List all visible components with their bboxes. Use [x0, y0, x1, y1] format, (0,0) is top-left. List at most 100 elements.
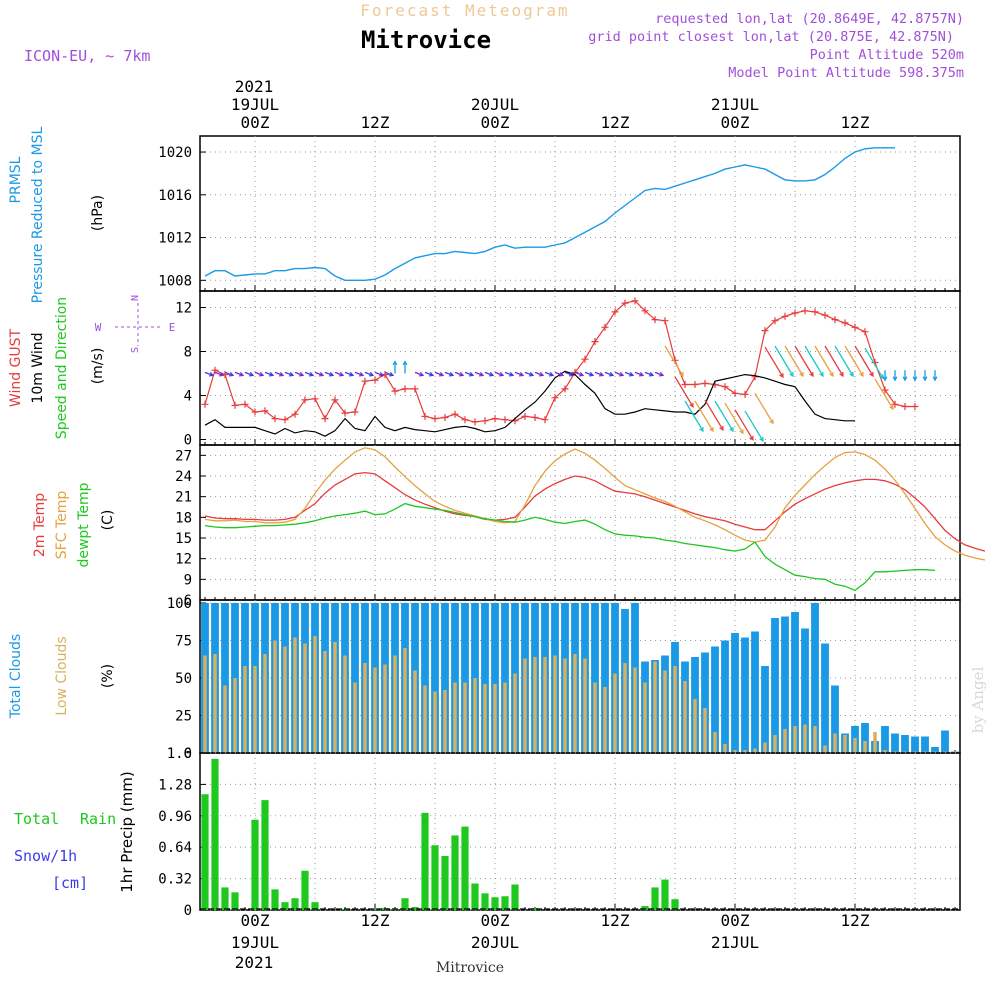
top-hour-label: 12Z: [361, 113, 390, 132]
wind-direction-arrow: [414, 371, 424, 377]
gust-marker: [401, 385, 409, 393]
sfc-temp-label: SFC Temp: [54, 491, 70, 560]
rain-bar: [671, 899, 679, 910]
y-tick-label: 1012: [158, 231, 192, 247]
y-tick-label: 1008: [158, 273, 192, 289]
wind-arrow-head: [912, 376, 918, 382]
wind-direction-arrow: [224, 371, 234, 377]
total-cloud-bar: [351, 603, 359, 753]
gust-marker: [531, 414, 539, 421]
wind-direction-arrow: [854, 345, 874, 377]
y-tick-label: 4: [184, 389, 192, 405]
low-cloud-bar: [573, 654, 577, 753]
wind-arrow-head: [719, 425, 724, 431]
wind-arrow-head: [608, 371, 615, 377]
wind-direction-arrow: [494, 371, 504, 377]
total-cloud-bar: [431, 603, 439, 753]
total-cloud-bar: [781, 616, 789, 753]
wind-direction-arrow: [664, 345, 684, 377]
gust-marker: [801, 307, 809, 315]
wind-arrow-head: [218, 371, 225, 377]
wind-arrow-head: [839, 371, 844, 378]
rain-bar: [511, 884, 519, 910]
rain-bar: [441, 856, 449, 910]
gust-marker: [461, 416, 469, 424]
gust-marker: [521, 412, 529, 420]
wind-direction-arrow: [294, 371, 304, 377]
low-cloud-bar: [203, 655, 207, 753]
low-cloud-bar: [833, 733, 837, 753]
wind-arrow-head: [578, 371, 585, 377]
rain-bar: [431, 845, 439, 910]
y-tick-label: 12: [175, 552, 192, 568]
top-date-label: 19JUL: [231, 95, 279, 114]
wind-arrow-head: [729, 426, 734, 433]
low-cloud-bar: [353, 682, 357, 753]
low-cloud-bar: [563, 658, 567, 753]
y-tick-label: 1016: [158, 188, 192, 204]
wind-arrow-head: [518, 371, 525, 377]
wind-arrow-head: [208, 371, 215, 377]
low-cloud-bar: [293, 637, 297, 753]
wind-arrow-head: [438, 371, 445, 377]
total-cloud-bar: [801, 628, 809, 753]
total-cloud-bar: [731, 633, 739, 753]
wind-arrow-head: [508, 371, 515, 377]
gust-marker: [891, 400, 899, 408]
y-tick-label: 1020: [158, 145, 192, 161]
rain-bar: [201, 794, 209, 910]
wind-direction-arrow: [524, 371, 534, 377]
wind-arrow-head: [679, 371, 684, 378]
low-cloud-bar: [683, 681, 687, 753]
low-cloud-bar: [403, 648, 407, 753]
wind-arrow-head: [448, 371, 455, 377]
wind-arrow-head: [739, 429, 744, 435]
total-cloud-bar: [501, 603, 509, 753]
gust-marker: [561, 385, 569, 393]
low-cloud-bar: [473, 678, 477, 753]
total-cloud-bar: [441, 603, 449, 753]
wind-direction-arrow: [634, 371, 644, 377]
y-tick-label: 21: [175, 490, 192, 506]
wind-direction-arrow: [314, 371, 324, 377]
bottom-date-label: 20JUL: [471, 933, 519, 952]
low-cloud-bar: [613, 673, 617, 753]
rain-bar: [641, 906, 649, 910]
gust-marker: [901, 403, 909, 410]
temp-2m-line: [204, 471, 986, 552]
watermark: by Angel: [969, 666, 987, 733]
wind-direction-arrow: [334, 371, 344, 377]
rain-bar: [471, 883, 479, 910]
rain-bar: [451, 835, 459, 910]
low-cloud-bar: [713, 732, 717, 753]
low-cloud-bar: [443, 690, 447, 753]
low-cloud-bar: [873, 732, 877, 753]
wind-direction-arrow: [534, 371, 544, 377]
total-cloud-bar: [451, 603, 459, 753]
wind-arrow-head: [819, 371, 824, 378]
wind-arrow-head: [418, 371, 425, 377]
wind-arrow-head: [278, 371, 285, 377]
gust-marker: [341, 409, 349, 417]
gust-marker: [361, 377, 369, 385]
total-cloud-bar: [941, 730, 949, 753]
wind-arrow-head: [228, 371, 235, 377]
low-cloud-bar: [793, 726, 797, 753]
low-cloud-bar: [483, 684, 487, 753]
wind-arrow-head: [869, 371, 874, 378]
wind-direction-arrow: [874, 378, 894, 410]
low-cloud-bar: [523, 658, 527, 753]
wind-arrow-head: [268, 371, 275, 377]
wind-arrow-head: [288, 371, 295, 377]
gust-marker: [601, 323, 609, 331]
wind-arrow-head: [849, 371, 854, 378]
precip-rain-label: Rain: [80, 810, 116, 828]
low-cloud-bar: [753, 748, 757, 753]
total-cloud-bar: [891, 733, 899, 753]
low-cloud-bar: [303, 643, 307, 753]
wind-direction-arrow: [764, 346, 784, 378]
location-title: Mitrovice: [361, 26, 491, 54]
wind-direction-arrow: [734, 409, 754, 441]
wind-direction-arrow: [714, 400, 734, 432]
wind-direction-arrow: [484, 371, 494, 377]
